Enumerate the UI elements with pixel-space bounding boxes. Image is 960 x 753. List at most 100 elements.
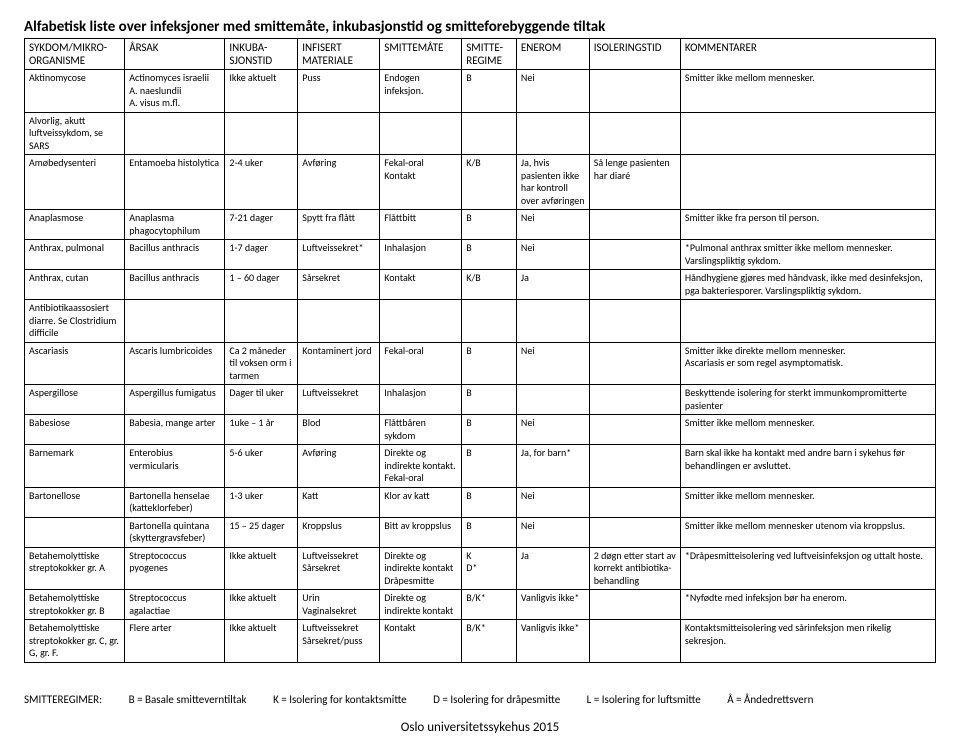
table-cell: Direkte og indirekte kontakt.Fekal-oral <box>380 445 462 488</box>
table-cell: Håndhygiene gjøres med håndvask, ikke me… <box>680 270 935 300</box>
page-title: Alfabetisk liste over infeksjoner med sm… <box>24 18 936 36</box>
table-cell: Direkte og indirekte kontakt Dråpesmitte <box>380 547 462 590</box>
table-cell <box>589 342 680 385</box>
table-cell: Smitter ikke mellom mennesker utenom via… <box>680 517 935 547</box>
table-cell: B/K* <box>462 620 517 663</box>
table-cell: Nei <box>516 210 589 240</box>
table-cell: Bacillus anthracis <box>125 270 225 300</box>
table-cell: Kontakt <box>380 270 462 300</box>
table-cell: B <box>462 342 517 385</box>
table-cell: Smitter ikke mellom mennesker. <box>680 70 935 113</box>
table-cell: Ikke aktuelt <box>225 590 298 620</box>
legend-label: SMITTEREGIMER: <box>24 693 102 706</box>
table-row: Anthrax, pulmonalBacillus anthracis1-7 d… <box>25 240 936 270</box>
table-cell: Endogen infeksjon. <box>380 70 462 113</box>
table-cell: Alvorlig, akutt luftveissykdom, se SARS <box>25 112 125 155</box>
table-cell: Bartonellose <box>25 487 125 517</box>
table-cell: 2 døgn etter start av korrekt antibiotik… <box>589 547 680 590</box>
table-cell: B/K* <box>462 590 517 620</box>
table-row: Alvorlig, akutt luftveissykdom, se SARS <box>25 112 936 155</box>
table-cell: Nei <box>516 517 589 547</box>
table-cell: Inhalasjon <box>380 240 462 270</box>
table-cell: Anthrax, pulmonal <box>25 240 125 270</box>
table-cell: Babesia, mange arter <box>125 415 225 445</box>
table-cell: 1 – 60 dager <box>225 270 298 300</box>
table-cell: Luftveissekret <box>298 385 380 415</box>
table-cell <box>380 300 462 343</box>
table-cell <box>462 112 517 155</box>
table-cell: 15 – 25 dager <box>225 517 298 547</box>
table-cell: Ja, hvis pasienten ikke har kontroll ove… <box>516 155 589 210</box>
table-cell: B <box>462 415 517 445</box>
table-row: BabesioseBabesia, mange arter1uke – 1 år… <box>25 415 936 445</box>
table-row: Betahemolyttiske streptokokker gr. BStre… <box>25 590 936 620</box>
table-cell: Ikke aktuelt <box>225 620 298 663</box>
column-header: ENEROM <box>516 39 589 70</box>
table-cell: Ascaris lumbricoides <box>125 342 225 385</box>
table-cell: Kroppslus <box>298 517 380 547</box>
table-cell <box>680 155 935 210</box>
table-cell <box>589 270 680 300</box>
table-cell: Smitter ikke mellom mennesker. <box>680 487 935 517</box>
table-cell <box>589 620 680 663</box>
table-cell: Vanligvis ikke* <box>516 590 589 620</box>
column-header: KOMMENTARER <box>680 39 935 70</box>
table-cell: B <box>462 445 517 488</box>
table-cell: K/B <box>462 270 517 300</box>
table-cell: Anthrax, cutan <box>25 270 125 300</box>
table-cell: K/B <box>462 155 517 210</box>
table-cell: Betahemolyttiske streptokokker gr. C, gr… <box>25 620 125 663</box>
table-cell <box>680 300 935 343</box>
footer: Oslo universitetssykehus 2015 <box>24 720 936 735</box>
table-cell: Flåttbitt <box>380 210 462 240</box>
column-header: SMITTE-REGIME <box>462 39 517 70</box>
table-cell <box>589 240 680 270</box>
table-cell: Streptococcus pyogenes <box>125 547 225 590</box>
table-cell <box>589 445 680 488</box>
column-header: ISOLERINGSTID <box>589 39 680 70</box>
table-cell <box>589 210 680 240</box>
table-cell: Ikke aktuelt <box>225 547 298 590</box>
table-cell: Katt <box>298 487 380 517</box>
table-cell: Ascariasis <box>25 342 125 385</box>
table-cell: Nei <box>516 487 589 517</box>
table-cell: 1-7 dager <box>225 240 298 270</box>
table-cell <box>589 590 680 620</box>
table-cell: 5-6 uker <box>225 445 298 488</box>
table-cell: Nei <box>516 415 589 445</box>
table-cell <box>589 415 680 445</box>
table-row: Betahemolyttiske streptokokker gr. C, gr… <box>25 620 936 663</box>
table-cell: Flåttbåren sykdom <box>380 415 462 445</box>
table-cell: Vanligvis ikke* <box>516 620 589 663</box>
table-cell: B <box>462 385 517 415</box>
table-cell: Ca 2 måneder til voksen orm i tarmen <box>225 342 298 385</box>
table-cell: Avføring <box>298 155 380 210</box>
table-cell: Aktinomycose <box>25 70 125 113</box>
column-header: INFISERT MATERIALE <box>298 39 380 70</box>
table-cell <box>125 112 225 155</box>
table-cell: Bitt av kroppslus <box>380 517 462 547</box>
table-cell <box>680 112 935 155</box>
table-row: AnaplasmoseAnaplasma phagocytophilum7-21… <box>25 210 936 240</box>
table-cell: KD* <box>462 547 517 590</box>
table-cell: Amøbedysenteri <box>25 155 125 210</box>
table-cell: Streptococcus agalactiae <box>125 590 225 620</box>
table-cell <box>225 112 298 155</box>
table-cell: Betahemolyttiske streptokokker gr. A <box>25 547 125 590</box>
table-cell <box>589 385 680 415</box>
table-cell: B <box>462 517 517 547</box>
table-cell: Luftveissekret Sårsekret <box>298 547 380 590</box>
column-header: INKUBA-SJONSTID <box>225 39 298 70</box>
table-cell <box>25 517 125 547</box>
table-cell: Puss <box>298 70 380 113</box>
table-cell: Nei <box>516 240 589 270</box>
table-cell: Entamoeba histolytica <box>125 155 225 210</box>
table-cell <box>380 112 462 155</box>
table-cell: Avføring <box>298 445 380 488</box>
column-header: ÅRSAK <box>125 39 225 70</box>
table-row: BartonelloseBartonella henselae (kattekl… <box>25 487 936 517</box>
table-cell <box>589 487 680 517</box>
table-row: Bartonella quintana (skyttergravsfeber)1… <box>25 517 936 547</box>
table-cell: Luftveissekret Sårsekret/puss <box>298 620 380 663</box>
legend: SMITTEREGIMER: B = Basale smitteverntilt… <box>24 693 936 706</box>
